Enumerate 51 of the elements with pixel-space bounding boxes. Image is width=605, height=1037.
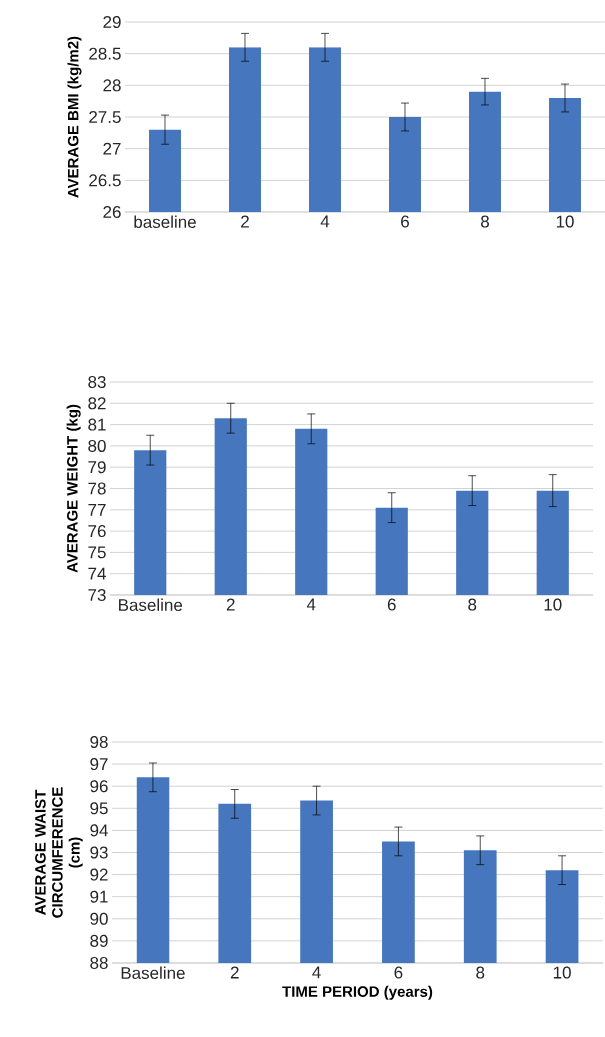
x-tick-label: 6 — [394, 966, 403, 979]
x-tick-label: 2 — [240, 215, 249, 228]
x-tick-label: 8 — [476, 966, 485, 979]
x-tick-label: baseline — [134, 215, 196, 229]
y-tick-label: 26.5 — [89, 174, 121, 187]
y-tick-label: 94 — [90, 824, 108, 837]
x-tick-label: 2 — [230, 966, 239, 979]
y-tick-label: 88 — [90, 956, 108, 970]
y-tick-label: 90 — [90, 912, 108, 925]
y-tick-label: 81 — [88, 418, 106, 431]
y-tick-label: 75 — [88, 546, 106, 559]
y-tick-label: 78 — [88, 482, 106, 495]
y-tick-label: 83 — [88, 375, 106, 389]
y-tick-label: 79 — [88, 461, 106, 474]
y-tick-label: 26 — [103, 205, 121, 219]
x-tick-label: 4 — [312, 966, 321, 979]
y-tick-label: 27 — [103, 142, 121, 155]
x-tick-label: 2 — [226, 598, 235, 611]
y-tick-label: 80 — [88, 439, 106, 452]
y-tick-label: 74 — [88, 567, 106, 580]
x-tick-label: 4 — [306, 598, 316, 611]
y-axis-title: AVERAGE BMI (kg/m2) — [67, 36, 82, 198]
y-tick-label: 96 — [90, 780, 108, 793]
x-tick-label: 6 — [387, 598, 396, 611]
x-tick-label: 10 — [556, 215, 574, 228]
x-tick-label: 8 — [480, 215, 489, 228]
y-tick-label: 89 — [90, 934, 108, 947]
x-tick-label: Baseline — [118, 598, 182, 612]
y-tick-label: 27.5 — [89, 110, 121, 124]
y-tick-label: 95 — [90, 802, 108, 815]
x-tick-label: 10 — [553, 966, 571, 979]
y-tick-label: 92 — [90, 868, 108, 881]
y-tick-label: 29 — [103, 15, 121, 29]
y-tick-label: 73 — [88, 588, 106, 602]
y-axis-title: AVERAGE WEIGHT (kg) — [66, 404, 81, 573]
x-tick-label: 6 — [400, 215, 409, 228]
y-tick-label: 28.5 — [89, 47, 121, 60]
y-tick-label: 77 — [88, 503, 106, 516]
x-tick-label: 10 — [544, 598, 562, 611]
y-tick-label: 93 — [90, 846, 108, 859]
x-tick-label: Baseline — [121, 966, 185, 980]
y-tick-label: 98 — [90, 735, 108, 749]
y-tick-label: 28 — [103, 79, 121, 92]
x-axis-title: TIME PERIOD (years) — [282, 985, 432, 1000]
y-tick-label: 91 — [90, 890, 108, 903]
y-tick-label: 76 — [88, 525, 106, 538]
y-tick-label: 97 — [90, 758, 108, 771]
y-axis-title: AVERAGE WAIST CIRCUMFERENCE (cm) — [34, 787, 83, 918]
y-tick-label: 82 — [88, 397, 106, 410]
x-tick-label: 4 — [320, 215, 330, 228]
x-tick-label: 8 — [468, 598, 477, 611]
